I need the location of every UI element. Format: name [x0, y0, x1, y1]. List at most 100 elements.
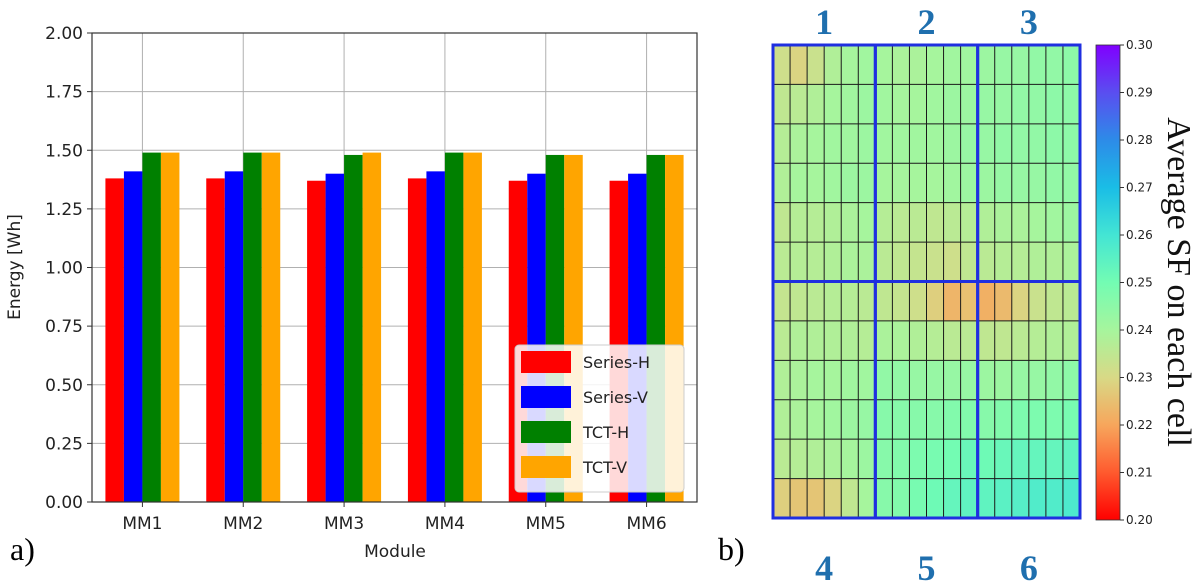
heatmap-cell	[926, 84, 945, 125]
x-tick-label: MM6	[627, 514, 667, 534]
heatmap-cell	[994, 163, 1013, 204]
heatmap-cell	[807, 84, 825, 125]
heatmap-cell	[977, 281, 996, 322]
heatmap-cell	[858, 202, 876, 243]
heatmap-cell	[841, 45, 859, 85]
heatmap-cell	[790, 202, 808, 243]
heatmap-cell	[909, 478, 927, 519]
heatmap-cell	[943, 202, 962, 243]
heatmap-cell	[977, 242, 996, 282]
heatmap-cell	[994, 84, 1013, 125]
heatmap-cell	[824, 360, 842, 401]
heatmap-cell	[926, 478, 945, 519]
heatmap-cell	[943, 84, 962, 125]
heatmap-cell	[977, 360, 996, 401]
legend: Series-H Series-V TCT-H TCT-V	[514, 344, 685, 493]
heatmap-cell	[773, 478, 791, 519]
heatmap-cell	[807, 242, 825, 282]
bar-tct-v-mm2	[261, 152, 281, 502]
heatmap-cell	[960, 360, 979, 401]
heatmap-cell	[892, 84, 910, 125]
heatmap-cell	[960, 242, 979, 282]
heatmap-cell	[773, 84, 791, 125]
heatmap-cell	[943, 281, 962, 322]
bar-series-h-mm3	[307, 180, 326, 503]
heatmap-cell	[1045, 281, 1064, 322]
heatmap-cell	[977, 84, 996, 125]
colorbar-tick-label: 0.28	[1126, 133, 1153, 147]
heatmap-cell	[858, 45, 876, 85]
heatmap-cell	[824, 478, 842, 519]
heatmap-cell	[1045, 123, 1064, 164]
heatmap-cell	[773, 45, 791, 85]
heatmap-cell	[943, 123, 962, 164]
heatmap-cell	[892, 123, 910, 164]
heatmap-cell	[909, 360, 927, 401]
heatmap-cell	[841, 320, 859, 361]
heatmap-cell	[773, 163, 791, 204]
heatmap-cell	[1011, 360, 1030, 401]
x-tick-label: MM1	[122, 514, 162, 534]
heatmap-cell	[977, 399, 996, 440]
x-tick-labels: MM1 MM2 MM3 MM4 MM5 MM6	[122, 502, 667, 534]
heatmap-cell	[773, 202, 791, 243]
heatmap-cell	[1011, 45, 1030, 85]
y-tick-labels: 0.00 0.25 0.50 0.75 1.00 1.25 1.50 1.75 2.00	[45, 24, 92, 513]
legend-box	[514, 344, 685, 493]
legend-swatch	[521, 456, 571, 478]
heatmap-cell	[1062, 281, 1081, 322]
colorbar-gradient	[1095, 44, 1121, 521]
heatmap-cell	[1028, 439, 1047, 480]
heatmap-cell	[858, 163, 876, 204]
heatmap-cell	[824, 163, 842, 204]
heatmap-cell	[960, 45, 979, 85]
legend-swatch	[521, 351, 571, 373]
heatmap-cell	[1011, 478, 1030, 519]
heatmap-cell	[858, 84, 876, 125]
heatmap-cell	[807, 360, 825, 401]
heatmap-cell	[858, 439, 876, 480]
heatmap-cell	[875, 399, 893, 440]
heatmap-cell	[1062, 360, 1081, 401]
colorbar-tick-label: 0.20	[1126, 513, 1153, 527]
heatmap-cell	[994, 202, 1013, 243]
heatmap-cell	[875, 163, 893, 204]
module-numbers: 1 2 3 4 5 6	[815, 2, 1038, 587]
heatmap-cell	[790, 320, 808, 361]
heatmap-cell	[994, 242, 1013, 282]
heatmap-cell	[790, 281, 808, 322]
x-tick-label: MM5	[526, 514, 566, 534]
module-number-top: 3	[1020, 2, 1038, 42]
heatmap-cell	[1028, 242, 1047, 282]
heatmap-cell	[1011, 320, 1030, 361]
heatmap-cell	[790, 242, 808, 282]
heatmap-cell	[1062, 84, 1081, 125]
heatmap-cell	[1028, 320, 1047, 361]
heatmap-cell	[824, 84, 842, 125]
heatmap-cell	[807, 281, 825, 322]
heatmap-cell	[1045, 242, 1064, 282]
bar-series-v-mm3	[325, 173, 345, 502]
heatmap-cells	[773, 45, 1081, 519]
bar-tct-h-mm3	[344, 154, 363, 502]
heatmap-cell	[994, 45, 1013, 85]
heatmap-cell	[858, 123, 876, 164]
heatmap-cell	[875, 202, 893, 243]
heatmap-cell	[1045, 399, 1064, 440]
heatmap-cell	[909, 45, 927, 85]
bar-tct-v-mm1	[160, 152, 180, 502]
heatmap-cell	[909, 439, 927, 480]
heatmap-cell	[807, 123, 825, 164]
bar-series-h-mm1	[105, 178, 124, 502]
heatmap-cell	[943, 360, 962, 401]
heatmap-cell	[960, 84, 979, 125]
heatmap-cell	[977, 45, 996, 85]
x-tick-label: MM3	[324, 514, 364, 534]
heatmap-cell	[926, 202, 945, 243]
heatmap-cell	[841, 84, 859, 125]
bar-tct-v-mm3	[362, 152, 382, 502]
colorbar-tick-label: 0.29	[1126, 86, 1153, 100]
heatmap-cell	[1011, 202, 1030, 243]
colorbar-tick-label: 0.27	[1126, 181, 1153, 195]
